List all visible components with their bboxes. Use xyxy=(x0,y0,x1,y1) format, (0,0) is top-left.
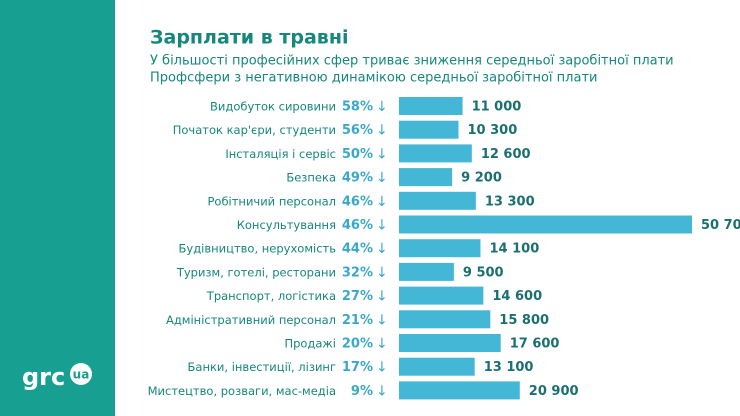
logo-badge-text: ua xyxy=(73,368,90,382)
down-arrow: ↓ xyxy=(376,312,388,328)
decline-label: 56% xyxy=(342,123,373,138)
value-label: 14 100 xyxy=(489,242,539,257)
bar xyxy=(399,97,463,115)
value-label: 10 300 xyxy=(468,123,518,138)
decline-label: 49% xyxy=(342,171,373,186)
decline-label: 27% xyxy=(342,289,373,304)
bar xyxy=(399,310,491,329)
decline-label: 50% xyxy=(342,147,373,162)
down-arrow: ↓ xyxy=(376,99,388,115)
value-label: 11 000 xyxy=(472,100,522,115)
chart-title: Зарплати в травні xyxy=(150,27,348,49)
category-label: Будівництво, нерухомість xyxy=(179,242,337,256)
category-label: Інсталяція і сервіс xyxy=(225,147,336,161)
category-label: Консультування xyxy=(237,218,336,232)
category-label: Початок кар'єри, студенти xyxy=(173,123,336,137)
down-arrow: ↓ xyxy=(376,336,388,352)
category-label: Видобуток сировини xyxy=(210,100,336,114)
bar xyxy=(399,357,475,376)
category-label: Мистецтво, розваги, мас-медіа xyxy=(148,384,336,398)
value-label: 13 300 xyxy=(485,194,535,209)
value-label: 9 200 xyxy=(461,171,502,186)
category-label: Продажі xyxy=(284,337,336,351)
bar xyxy=(399,144,472,163)
bar xyxy=(399,286,484,305)
value-label: 9 500 xyxy=(463,265,504,280)
subtitle: У більшості професійних сфер триває зниж… xyxy=(150,54,674,69)
bar xyxy=(399,262,454,281)
value-label: 12 600 xyxy=(481,147,531,162)
down-arrow: ↓ xyxy=(376,194,388,210)
subtitle: Профсфери з негативною динамікою середнь… xyxy=(150,71,597,86)
category-label: Безпека xyxy=(286,171,336,185)
logo-text: grc xyxy=(22,363,65,391)
category-label: Робітничий персонал xyxy=(207,194,336,208)
decline-label: 58% xyxy=(342,100,373,115)
category-label: Банки, інвестиції, лізинг xyxy=(188,360,336,374)
decline-label: 17% xyxy=(342,360,373,375)
bar xyxy=(399,191,476,210)
down-arrow: ↓ xyxy=(376,360,388,376)
category-label: Транспорт, логістика xyxy=(206,289,336,303)
value-label: 17 600 xyxy=(510,337,560,352)
down-arrow: ↓ xyxy=(376,170,388,186)
category-label: Адміністративний персонал xyxy=(166,313,336,327)
decline-label: 20% xyxy=(342,337,373,352)
decline-label: 46% xyxy=(342,218,373,233)
bar xyxy=(399,120,459,139)
bar xyxy=(399,215,692,234)
down-arrow: ↓ xyxy=(376,218,388,234)
decline-label: 46% xyxy=(342,194,373,209)
down-arrow: ↓ xyxy=(376,289,388,305)
value-label: 50 700 xyxy=(701,218,740,233)
value-label: 15 800 xyxy=(499,313,549,328)
down-arrow: ↓ xyxy=(376,123,388,139)
value-label: 13 100 xyxy=(484,360,534,375)
value-label: 14 600 xyxy=(492,289,542,304)
bar xyxy=(399,239,481,258)
bar xyxy=(399,381,520,400)
side-panel xyxy=(0,0,115,416)
down-arrow: ↓ xyxy=(376,265,388,281)
down-arrow: ↓ xyxy=(376,241,388,257)
decline-label: 32% xyxy=(342,265,373,280)
bar xyxy=(399,334,501,352)
decline-label: 44% xyxy=(342,242,373,257)
down-arrow: ↓ xyxy=(376,383,388,399)
down-arrow: ↓ xyxy=(376,146,388,162)
logo-badge xyxy=(70,363,92,385)
category-label: Туризм, готелі, ресторани xyxy=(176,265,336,279)
value-label: 20 900 xyxy=(529,384,579,399)
decline-label: 21% xyxy=(342,313,373,328)
bar xyxy=(399,168,453,187)
decline-label: 9% xyxy=(351,384,373,399)
